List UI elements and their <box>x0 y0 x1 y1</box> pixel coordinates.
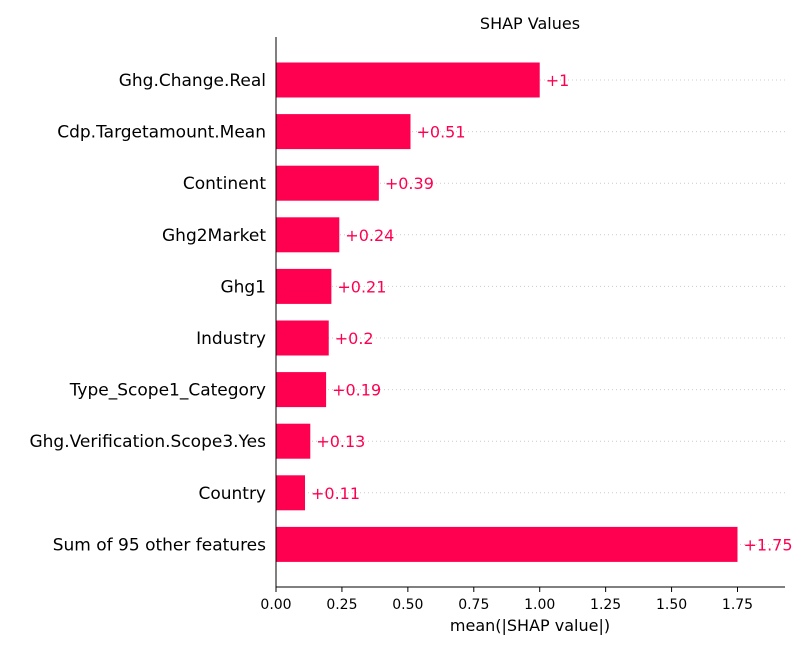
x-tick-label: 0.75 <box>458 597 489 613</box>
value-label: +0.2 <box>335 329 374 348</box>
value-label: +0.19 <box>332 381 381 400</box>
x-axis-label: mean(|SHAP value|) <box>450 616 610 635</box>
feature-label: Ghg2Market <box>162 226 266 246</box>
feature-label: Industry <box>196 329 266 349</box>
bar <box>276 423 311 459</box>
bar <box>276 217 340 253</box>
feature-label: Ghg.Change.Real <box>119 71 266 91</box>
value-labels: +1 +0.51 +0.39 +0.24 +0.21 +0.2 +0.19 +0.13 +0.1… <box>311 71 793 554</box>
x-tick-label: 1.00 <box>524 597 555 613</box>
x-tick-label: 1.50 <box>656 597 687 613</box>
bar <box>276 372 327 408</box>
bar <box>276 114 411 150</box>
x-tick-label: 0.50 <box>392 597 423 613</box>
x-tick-label: 1.25 <box>590 597 621 613</box>
x-tick-label: 0.00 <box>260 597 291 613</box>
feature-label: Type_Scope1_Category <box>69 381 266 401</box>
x-tick-label: 1.75 <box>722 597 753 613</box>
bar <box>276 526 738 562</box>
bar <box>276 320 329 356</box>
feature-label: Country <box>198 484 266 504</box>
x-axis-ticks: 0.00 0.25 0.50 0.75 1.00 1.25 1.50 1.75 <box>260 587 753 613</box>
bars <box>276 62 738 562</box>
value-label: +0.39 <box>385 174 434 193</box>
chart-title: SHAP Values <box>480 14 580 33</box>
value-label: +1.75 <box>744 535 793 554</box>
value-label: +0.24 <box>345 226 394 245</box>
feature-label: Sum of 95 other features <box>53 535 266 555</box>
value-label: +0.13 <box>316 432 365 451</box>
grid-lines <box>276 79 785 545</box>
feature-label: Cdp.Targetamount.Mean <box>57 123 266 143</box>
feature-labels: Ghg.Change.Real Cdp.Targetamount.Mean Cont… <box>29 71 266 555</box>
bar <box>276 62 540 98</box>
feature-label: Ghg.Verification.Scope3.Yes <box>29 432 266 452</box>
feature-label: Continent <box>183 174 266 194</box>
bar <box>276 475 306 511</box>
value-label: +0.11 <box>311 484 360 503</box>
value-label: +1 <box>546 71 570 90</box>
value-label: +0.21 <box>337 277 386 296</box>
bar <box>276 268 332 304</box>
x-tick-label: 0.25 <box>326 597 357 613</box>
bar <box>276 165 379 201</box>
value-label: +0.51 <box>416 123 465 142</box>
feature-label: Ghg1 <box>220 277 266 297</box>
